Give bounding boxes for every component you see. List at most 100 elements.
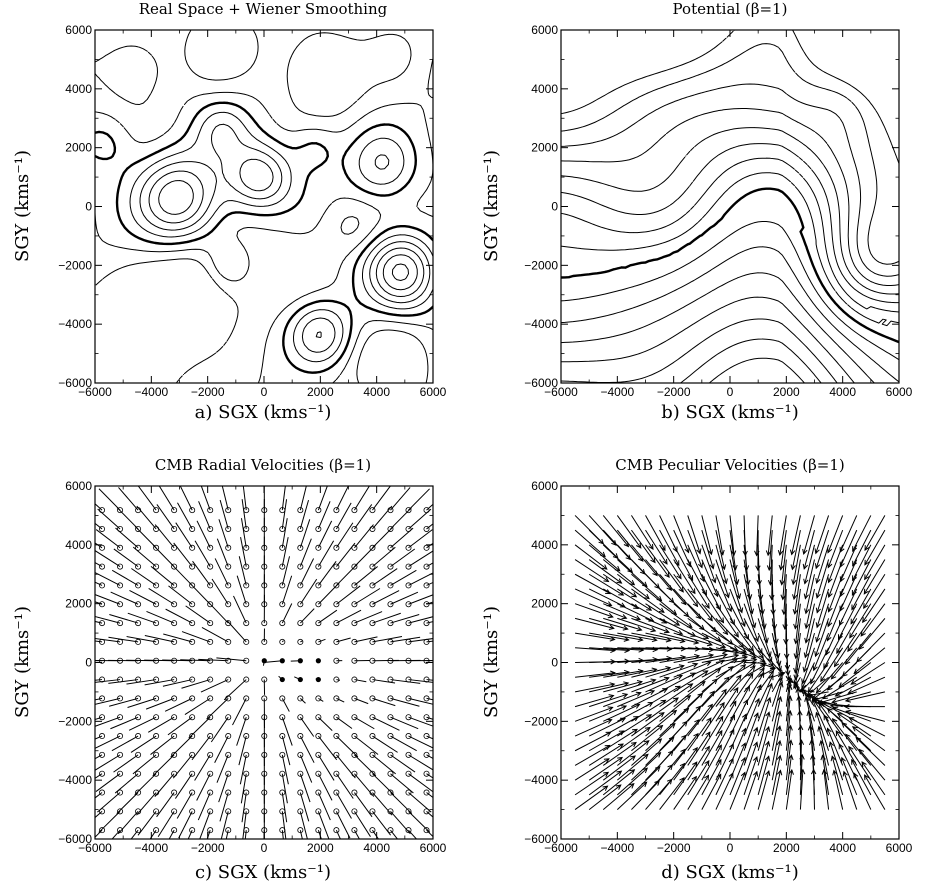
velocity-arrow xyxy=(827,728,844,766)
velocity-arrow xyxy=(715,715,735,751)
velocity-arrow xyxy=(743,515,746,556)
inflow-point xyxy=(153,601,160,608)
radial-velocity-line xyxy=(136,505,157,530)
velocity-arrow xyxy=(701,730,723,766)
velocity-arrow xyxy=(715,632,747,653)
inflow-point xyxy=(405,695,412,702)
velocity-arrow xyxy=(861,761,886,796)
inflow-point xyxy=(117,601,124,608)
arrow-head xyxy=(663,628,670,634)
inflow-point xyxy=(333,525,340,532)
velocity-arrow xyxy=(816,574,830,613)
inflow-point xyxy=(297,638,304,645)
negative-contour xyxy=(561,127,899,295)
inflow-point xyxy=(387,770,394,777)
velocity-arrow xyxy=(574,771,609,796)
panel-b-ylabel: SGY (kms⁻¹) xyxy=(481,150,502,262)
inflow-point xyxy=(387,582,394,589)
inflow-point xyxy=(315,582,322,589)
velocity-arrow xyxy=(574,573,611,595)
arrow-head xyxy=(833,661,840,668)
inflow-point xyxy=(369,733,376,740)
arrow-head xyxy=(702,670,709,676)
velocity-arrow xyxy=(659,695,691,722)
inflow-point xyxy=(171,714,178,721)
arrow-head xyxy=(845,733,851,740)
inflow-point xyxy=(171,751,178,758)
radial-velocity-line xyxy=(426,640,433,643)
x-tick-label: 0 xyxy=(261,841,268,855)
inflow-point xyxy=(333,751,340,758)
inflow-point xyxy=(189,525,196,532)
radial-velocity-line xyxy=(216,538,229,567)
inflow-point xyxy=(333,733,340,740)
inflow-point xyxy=(369,827,376,834)
arrow-head xyxy=(845,709,852,715)
x-tick-label: −6000 xyxy=(78,385,112,399)
arrow-head xyxy=(788,754,794,761)
inflow-point xyxy=(351,525,358,532)
velocity-arrow xyxy=(801,647,815,684)
arrow-head xyxy=(720,643,727,649)
x-tick-label: −2000 xyxy=(657,841,691,855)
velocity-arrow xyxy=(804,559,815,599)
arrow-head xyxy=(765,711,771,718)
arrow-head xyxy=(650,678,657,684)
arrow-head xyxy=(718,659,726,665)
y-tick-label: −6000 xyxy=(58,832,92,846)
velocity-arrow xyxy=(588,705,627,722)
inflow-point xyxy=(369,582,376,589)
arrow-head xyxy=(798,688,805,694)
arrow-head xyxy=(687,683,694,689)
arrow-head xyxy=(646,605,653,611)
velocity-arrow xyxy=(757,683,773,722)
arrow-head xyxy=(832,706,839,712)
radial-velocity-line xyxy=(207,600,229,624)
velocity-arrow xyxy=(603,617,642,631)
velocity-arrow xyxy=(575,632,615,641)
radial-velocity-line xyxy=(354,588,381,605)
inflow-point xyxy=(333,808,340,815)
velocity-arrow xyxy=(851,574,872,610)
arrow-head xyxy=(709,563,715,570)
velocity-arrow xyxy=(780,530,787,570)
arrow-head xyxy=(803,652,809,659)
radial-velocity-line xyxy=(240,537,247,567)
inflow-point xyxy=(189,507,196,514)
velocity-arrow xyxy=(659,573,687,605)
arrow-head xyxy=(742,550,748,557)
velocity-arrow xyxy=(864,544,886,580)
velocity-arrow xyxy=(729,632,755,656)
x-tick-label: 6000 xyxy=(886,385,913,399)
arrow-head xyxy=(704,603,710,610)
arrow-head xyxy=(636,626,643,632)
radial-velocity-line xyxy=(335,486,349,511)
radial-velocity-line xyxy=(426,792,433,799)
radial-velocity-line xyxy=(336,679,341,681)
velocity-arrow xyxy=(701,716,724,752)
arrow-head xyxy=(733,579,740,586)
inflow-point xyxy=(117,563,124,570)
arrow-head xyxy=(644,593,650,600)
arrow-head xyxy=(750,653,757,659)
velocity-arrow xyxy=(729,659,757,663)
velocity-arrow xyxy=(771,740,781,781)
arrow-head xyxy=(616,578,623,584)
radial-velocity-line xyxy=(174,773,193,799)
arrow-head xyxy=(617,756,624,763)
inflow-point xyxy=(297,695,304,702)
inflow-point xyxy=(369,525,376,532)
radial-velocity-line xyxy=(354,679,367,683)
radial-velocity-line xyxy=(223,679,247,701)
inflow-point xyxy=(225,751,232,758)
radial-velocity-line xyxy=(176,792,193,819)
inflow-point xyxy=(135,601,142,608)
radial-velocity-line xyxy=(281,792,288,823)
arrow-head xyxy=(817,725,823,732)
radial-velocity-line xyxy=(317,754,335,781)
radial-velocity-line xyxy=(390,697,420,707)
velocity-arrow xyxy=(574,617,614,629)
arrow-head xyxy=(718,617,725,624)
velocity-arrow xyxy=(673,733,699,766)
velocity-arrow xyxy=(848,746,872,781)
